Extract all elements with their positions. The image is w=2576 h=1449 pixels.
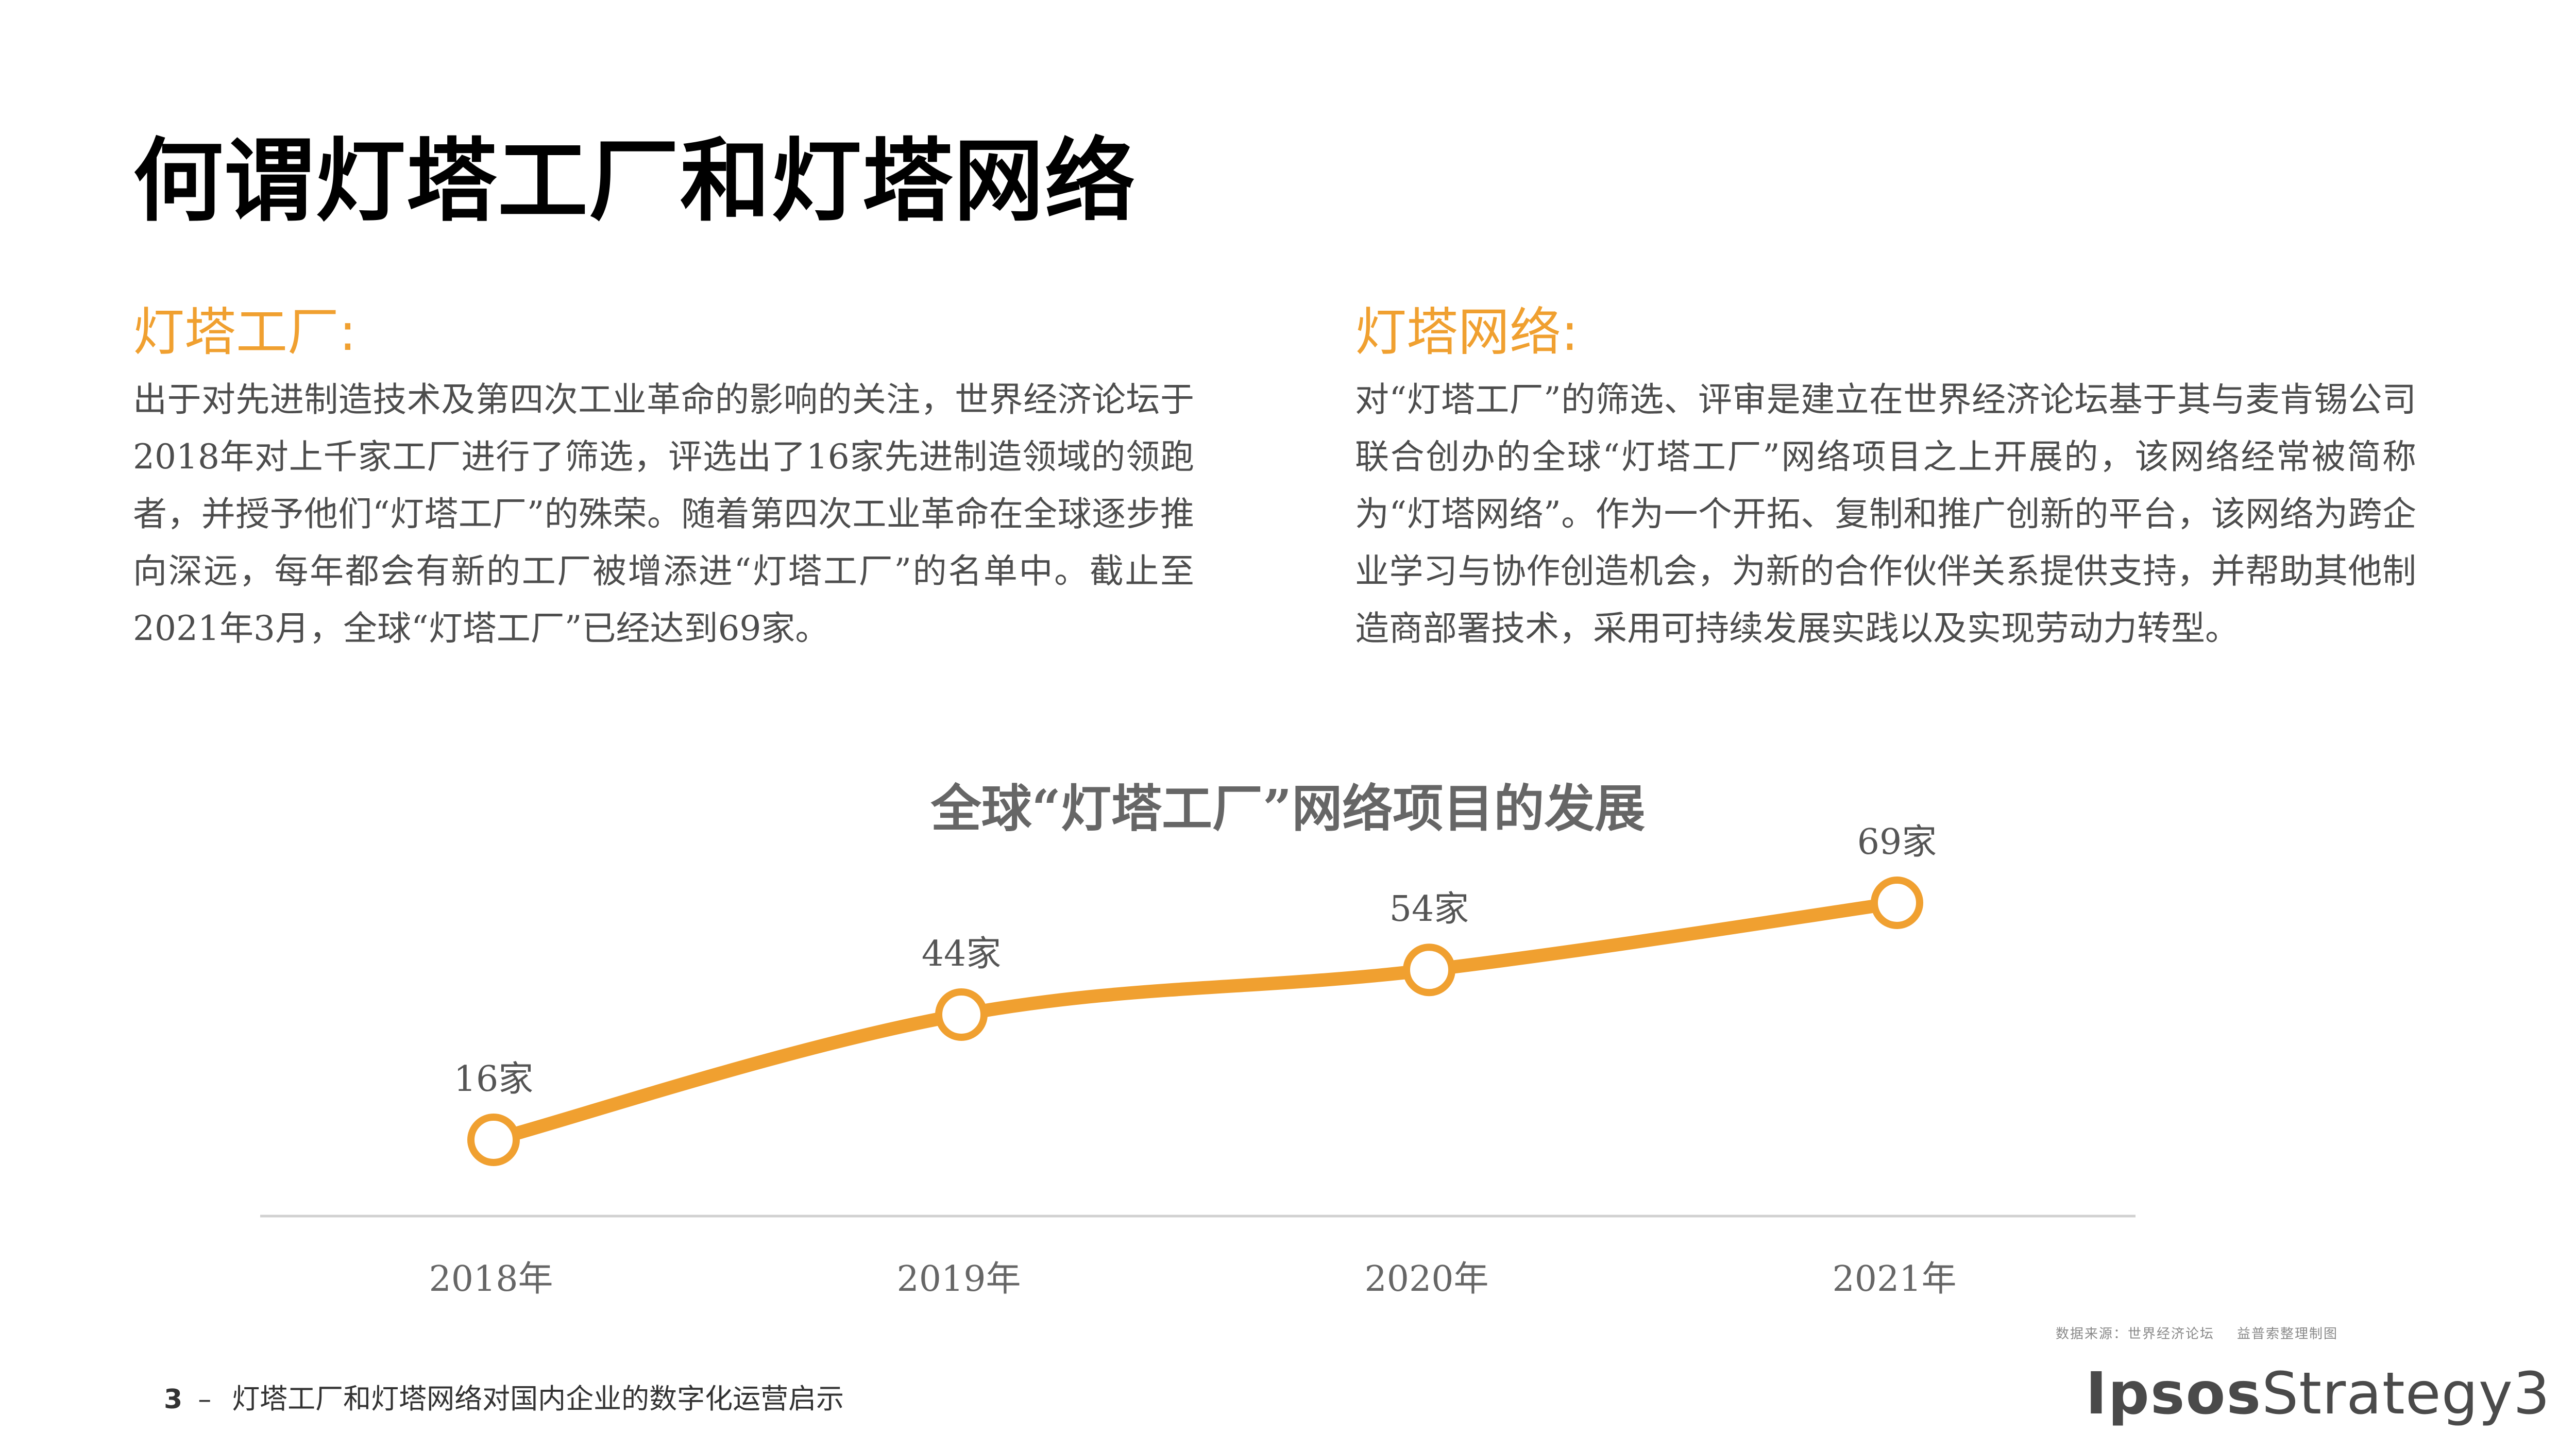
brand-ipsos: Ipsos	[2086, 1360, 2262, 1427]
data-point	[1871, 877, 1923, 929]
page-number: 3	[164, 1384, 183, 1415]
lighthouse-factory-body: 出于对先进制造技术及第四次工业革命的影响的关注，世界经济论坛于2018年对上千家…	[133, 380, 1194, 648]
credit-text: 益普索整理制图	[2237, 1326, 2338, 1342]
footer-dash: –	[198, 1384, 212, 1415]
data-point	[467, 1114, 520, 1166]
series-line	[487, 896, 1904, 1147]
brand-strategy: Strategy3	[2262, 1360, 2551, 1427]
data-label: 44家	[922, 934, 1002, 974]
source-text: 数据来源：世界经济论坛	[2056, 1326, 2215, 1342]
x-tick-label: 2019年	[896, 1259, 1021, 1300]
data-label: 16家	[454, 1059, 534, 1100]
data-label: 69家	[1857, 822, 1937, 863]
lighthouse-network-heading: 灯塔网络:	[1355, 302, 1579, 362]
data-label: 54家	[1389, 889, 1469, 930]
x-tick-label: 2020年	[1364, 1259, 1488, 1300]
data-point	[935, 988, 988, 1041]
chart-title: 全球“灯塔工厂”网络项目的发展	[930, 779, 1646, 838]
page-title: 何谓灯塔工厂和灯塔网络	[133, 128, 1136, 234]
ipsos-strategy3-logo: IpsosStrategy3	[2086, 1360, 2550, 1427]
lighthouse-network-section: 灯塔网络: 对“灯塔工厂”的筛选、评审是建立在世界经济论坛基于其与麦肯锡公司联合…	[1355, 299, 2416, 657]
lighthouse-factory-heading: 灯塔工厂:	[133, 302, 357, 362]
x-tick-label: 2018年	[429, 1259, 553, 1300]
lighthouse-network-body: 对“灯塔工厂”的筛选、评审是建立在世界经济论坛基于其与麦肯锡公司联合创办的全球“…	[1355, 380, 2416, 648]
data-point	[1403, 943, 1455, 997]
x-tick-label: 2021年	[1832, 1259, 1956, 1300]
footer-text: 灯塔工厂和灯塔网络对国内企业的数字化运营启示	[232, 1383, 844, 1415]
footer: 3– 灯塔工厂和灯塔网络对国内企业的数字化运营启示	[164, 1376, 844, 1417]
lighthouse-factory-section: 灯塔工厂: 出于对先进制造技术及第四次工业革命的影响的关注，世界经济论坛于201…	[133, 299, 1194, 657]
source-note: 数据来源：世界经济论坛 益普索整理制图	[2056, 1323, 2338, 1342]
